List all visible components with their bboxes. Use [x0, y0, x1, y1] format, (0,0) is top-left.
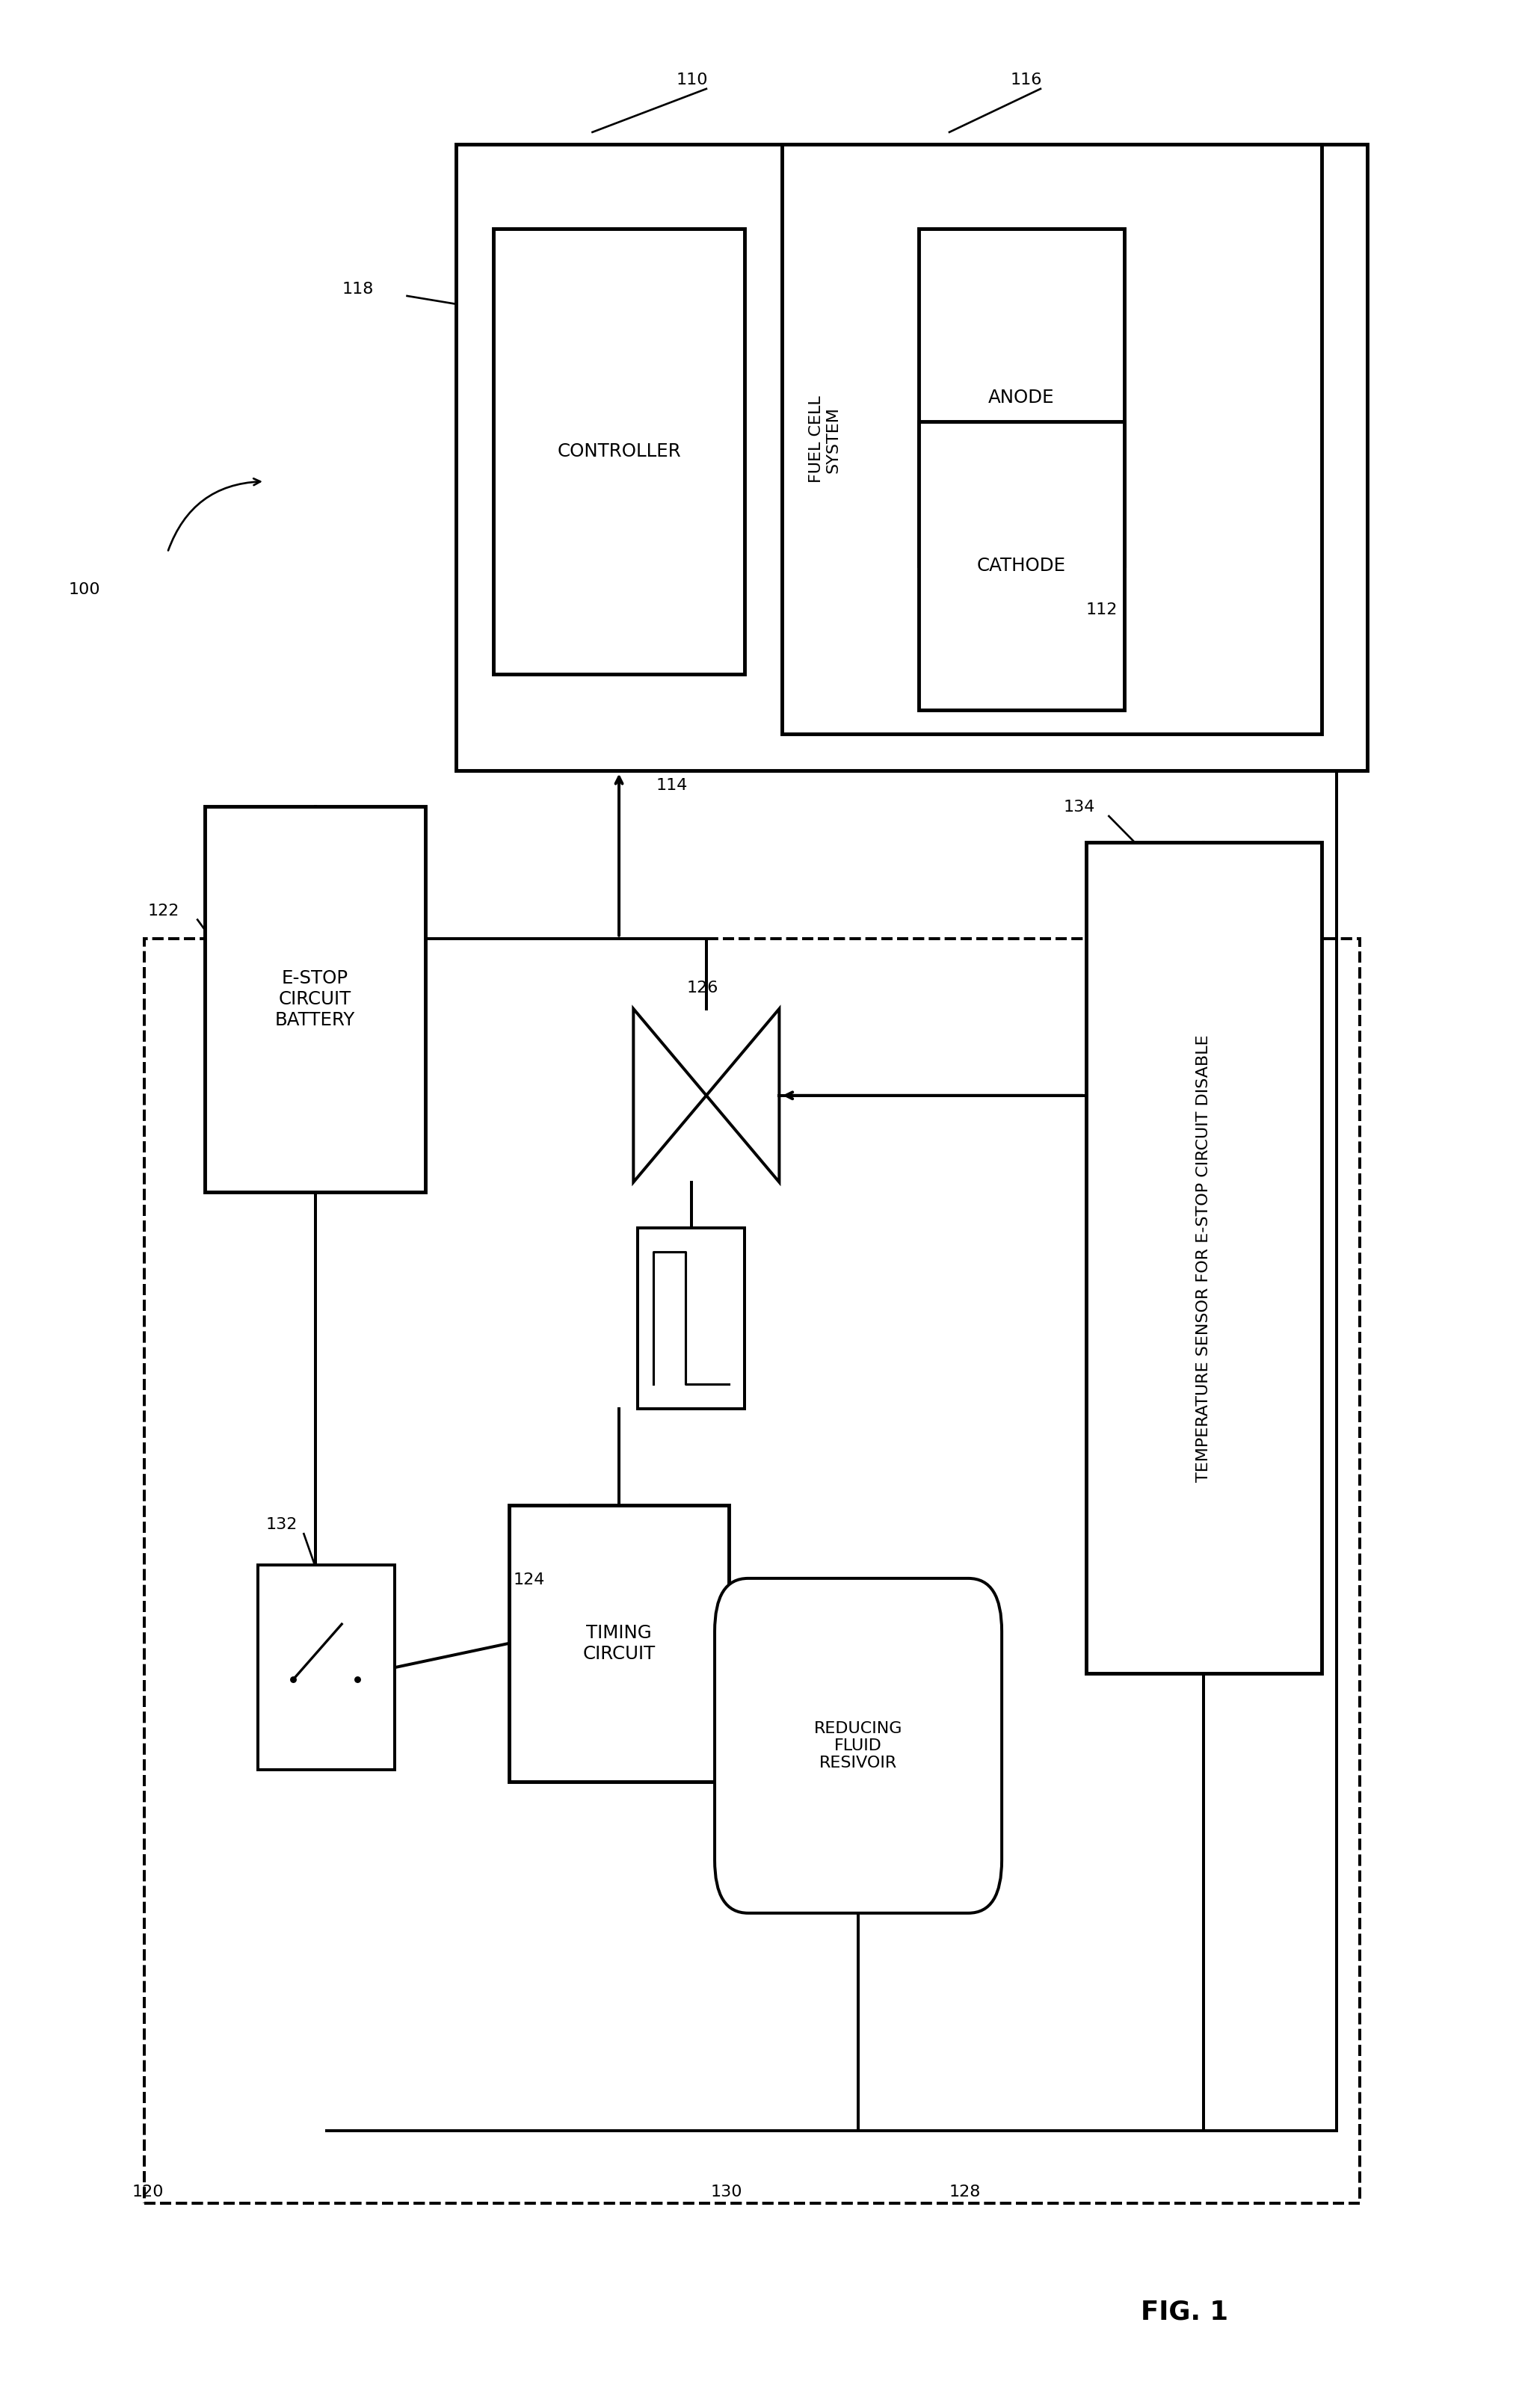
Bar: [638, 1228, 744, 1409]
Bar: [1086, 843, 1322, 1674]
Bar: [144, 939, 1360, 2203]
Text: FIG. 1: FIG. 1: [1141, 2300, 1229, 2324]
Bar: [205, 807, 425, 1192]
Text: CONTROLLER: CONTROLLER: [557, 443, 681, 460]
Text: 134: 134: [1063, 799, 1095, 814]
Text: 112: 112: [1086, 602, 1118, 616]
Bar: [456, 144, 1367, 771]
Bar: [919, 229, 1124, 566]
Text: 100: 100: [68, 583, 100, 597]
Bar: [258, 1565, 395, 1770]
Text: 114: 114: [656, 778, 688, 792]
Text: 120: 120: [132, 2184, 164, 2199]
Text: FUEL CELL
SYSTEM: FUEL CELL SYSTEM: [808, 395, 842, 484]
Text: 128: 128: [949, 2184, 981, 2199]
Bar: [919, 421, 1124, 710]
Text: 118: 118: [342, 282, 374, 296]
Bar: [494, 229, 744, 674]
Text: TEMPERATURE SENSOR FOR E-STOP CIRCUIT DISABLE: TEMPERATURE SENSOR FOR E-STOP CIRCUIT DI…: [1197, 1035, 1211, 1481]
Text: CATHODE: CATHODE: [977, 556, 1066, 576]
Text: E-STOP
CIRCUIT
BATTERY: E-STOP CIRCUIT BATTERY: [275, 970, 355, 1028]
Text: 130: 130: [711, 2184, 743, 2199]
Text: 124: 124: [513, 1572, 545, 1587]
Text: 126: 126: [687, 980, 718, 995]
Text: TIMING
CIRCUIT: TIMING CIRCUIT: [583, 1623, 655, 1664]
Bar: [144, 939, 1360, 2203]
Text: ANODE: ANODE: [989, 388, 1054, 407]
Bar: [782, 144, 1322, 734]
Text: 116: 116: [1010, 72, 1042, 87]
FancyBboxPatch shape: [714, 1580, 1003, 1912]
Text: 110: 110: [676, 72, 708, 87]
Text: 122: 122: [147, 903, 179, 917]
Text: 132: 132: [266, 1517, 298, 1531]
Bar: [509, 1505, 729, 1782]
Text: REDUCING
FLUID
RESIVOIR: REDUCING FLUID RESIVOIR: [814, 1722, 902, 1770]
